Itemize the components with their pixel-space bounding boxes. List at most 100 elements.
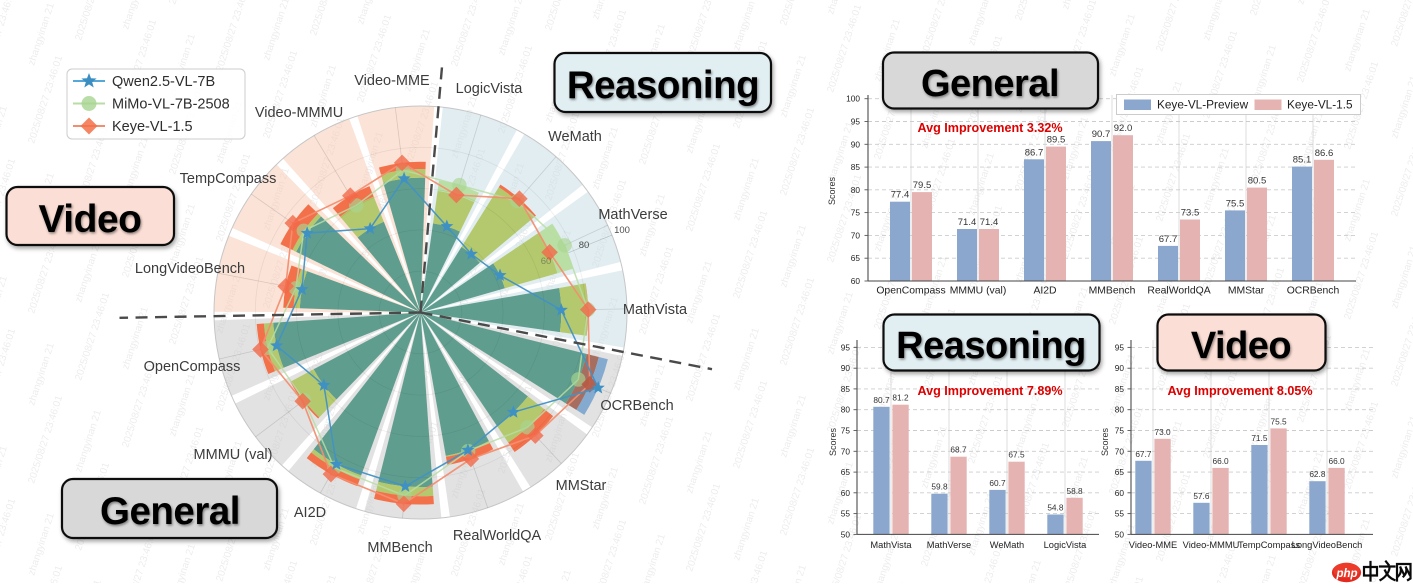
svg-text:60: 60 — [851, 276, 861, 286]
svg-text:MMBench: MMBench — [367, 540, 432, 556]
svg-text:MMStar: MMStar — [556, 478, 607, 494]
svg-text:Video-MME: Video-MME — [1129, 540, 1177, 550]
svg-text:90: 90 — [851, 139, 861, 149]
svg-text:60.7: 60.7 — [989, 478, 1006, 488]
svg-text:MMMU (val): MMMU (val) — [950, 286, 1007, 297]
svg-text:92.0: 92.0 — [1114, 123, 1133, 134]
svg-text:75: 75 — [1115, 426, 1125, 436]
svg-text:100: 100 — [614, 225, 630, 236]
svg-text:Video-MMMU: Video-MMMU — [255, 105, 343, 121]
svg-text:90.7: 90.7 — [1092, 129, 1111, 140]
svg-text:OpenCompass: OpenCompass — [876, 286, 945, 297]
svg-text:80: 80 — [851, 185, 861, 195]
svg-text:Video-MME: Video-MME — [354, 73, 430, 89]
svg-text:AI2D: AI2D — [294, 505, 326, 521]
svg-text:Qwen2.5-VL-7B: Qwen2.5-VL-7B — [112, 74, 215, 90]
svg-text:Reasoning: Reasoning — [896, 325, 1086, 367]
svg-text:Video: Video — [1191, 325, 1291, 367]
svg-text:58.8: 58.8 — [1067, 486, 1084, 496]
svg-text:77.4: 77.4 — [891, 190, 910, 201]
svg-text:57.6: 57.6 — [1193, 491, 1210, 501]
svg-text:70: 70 — [1115, 446, 1125, 456]
svg-text:AI2D: AI2D — [1033, 286, 1056, 297]
svg-text:General: General — [100, 490, 240, 533]
svg-text:95: 95 — [851, 117, 861, 127]
svg-text:MathVista: MathVista — [870, 540, 912, 550]
svg-text:LogicVista: LogicVista — [456, 81, 524, 97]
svg-text:90: 90 — [1115, 363, 1125, 373]
svg-text:66.0: 66.0 — [1213, 456, 1230, 466]
svg-text:67.7: 67.7 — [1135, 449, 1152, 459]
svg-text:Keye-VL-1.5: Keye-VL-1.5 — [1287, 98, 1353, 112]
svg-text:LogicVista: LogicVista — [1044, 540, 1088, 550]
svg-text:75.5: 75.5 — [1226, 198, 1245, 209]
svg-text:59.8: 59.8 — [931, 482, 948, 492]
svg-text:54.8: 54.8 — [1047, 503, 1064, 513]
svg-text:73.0: 73.0 — [1155, 427, 1172, 437]
svg-text:68.7: 68.7 — [950, 445, 967, 455]
svg-text:79.5: 79.5 — [913, 180, 932, 191]
svg-text:MathVerse: MathVerse — [927, 540, 971, 550]
svg-text:80.5: 80.5 — [1248, 176, 1267, 187]
svg-text:50: 50 — [1115, 529, 1125, 539]
svg-text:71.4: 71.4 — [958, 217, 977, 228]
svg-text:65: 65 — [841, 467, 851, 477]
svg-text:86.6: 86.6 — [1315, 148, 1334, 159]
svg-text:85.1: 85.1 — [1293, 155, 1312, 166]
svg-text:Video: Video — [39, 198, 142, 241]
svg-text:Keye-VL-Preview: Keye-VL-Preview — [1157, 98, 1249, 112]
svg-text:100: 100 — [846, 94, 860, 104]
svg-text:LongVideoBench: LongVideoBench — [135, 261, 245, 277]
svg-text:60: 60 — [841, 488, 851, 498]
svg-text:MathVista: MathVista — [623, 302, 688, 318]
svg-text:Scores: Scores — [828, 427, 838, 456]
svg-text:70: 70 — [851, 230, 861, 240]
svg-text:LongVideoBench: LongVideoBench — [1292, 540, 1363, 550]
svg-text:Keye-VL-1.5: Keye-VL-1.5 — [112, 119, 193, 135]
svg-text:Scores: Scores — [827, 176, 837, 205]
svg-text:OCRBench: OCRBench — [1287, 286, 1340, 297]
svg-text:80.7: 80.7 — [873, 395, 890, 405]
svg-text:65: 65 — [1115, 467, 1125, 477]
svg-text:Avg Improvement 8.05%: Avg Improvement 8.05% — [1167, 384, 1312, 398]
svg-text:80: 80 — [1115, 405, 1125, 415]
svg-text:TempCompass: TempCompass — [1238, 540, 1300, 550]
svg-text:89.5: 89.5 — [1047, 135, 1066, 146]
svg-text:WeMath: WeMath — [990, 540, 1024, 550]
svg-text:Video-MMMU: Video-MMMU — [1183, 540, 1240, 550]
svg-text:81.2: 81.2 — [892, 393, 909, 403]
svg-text:Scores: Scores — [1100, 427, 1110, 456]
svg-text:86.7: 86.7 — [1025, 147, 1044, 158]
svg-text:80: 80 — [579, 240, 590, 251]
svg-text:50: 50 — [841, 529, 851, 539]
svg-text:80: 80 — [841, 405, 851, 415]
svg-text:65: 65 — [851, 253, 861, 263]
svg-text:62.8: 62.8 — [1309, 469, 1326, 479]
svg-text:71.5: 71.5 — [1251, 433, 1268, 443]
svg-text:MMStar: MMStar — [1228, 286, 1265, 297]
svg-text:MMMU (val): MMMU (val) — [194, 447, 273, 463]
svg-text:67.7: 67.7 — [1159, 234, 1178, 245]
svg-text:MMBench: MMBench — [1089, 286, 1136, 297]
svg-text:General: General — [921, 63, 1059, 105]
svg-text:66.0: 66.0 — [1329, 456, 1346, 466]
svg-text:95: 95 — [841, 342, 851, 352]
svg-text:73.5: 73.5 — [1181, 208, 1200, 219]
svg-text:OpenCompass: OpenCompass — [144, 359, 241, 375]
svg-text:70: 70 — [841, 446, 851, 456]
svg-text:95: 95 — [1115, 342, 1125, 352]
svg-text:85: 85 — [1115, 384, 1125, 394]
svg-text:Avg Improvement 3.32%: Avg Improvement 3.32% — [917, 121, 1062, 135]
svg-text:60: 60 — [1115, 488, 1125, 498]
svg-text:55: 55 — [1115, 509, 1125, 519]
svg-text:55: 55 — [841, 509, 851, 519]
svg-text:85: 85 — [851, 162, 861, 172]
svg-text:TempCompass: TempCompass — [180, 171, 277, 187]
svg-text:75: 75 — [841, 426, 851, 436]
svg-text:90: 90 — [841, 363, 851, 373]
svg-text:75.5: 75.5 — [1271, 416, 1288, 426]
svg-text:60: 60 — [541, 256, 552, 267]
svg-text:RealWorldQA: RealWorldQA — [1147, 286, 1210, 297]
svg-text:85: 85 — [841, 384, 851, 394]
svg-text:MiMo-VL-7B-2508: MiMo-VL-7B-2508 — [112, 97, 230, 113]
